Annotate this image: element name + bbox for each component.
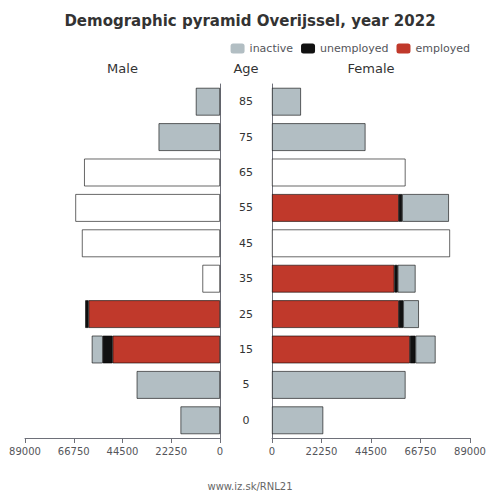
svg-text:89000: 89000 (9, 446, 41, 457)
svg-text:0: 0 (243, 414, 250, 427)
svg-text:employed: employed (415, 42, 470, 55)
svg-text:44500: 44500 (107, 446, 139, 457)
svg-text:Age: Age (233, 61, 258, 76)
svg-text:66750: 66750 (405, 446, 437, 457)
svg-text:45: 45 (239, 237, 253, 250)
svg-text:75: 75 (239, 131, 253, 144)
svg-text:Female: Female (347, 61, 394, 76)
svg-text:35: 35 (239, 272, 253, 285)
svg-text:25: 25 (239, 308, 253, 321)
svg-text:55: 55 (239, 201, 253, 214)
svg-text:Demographic pyramid Overijssel: Demographic pyramid Overijssel, year 202… (64, 12, 435, 30)
svg-text:unemployed: unemployed (320, 42, 388, 55)
svg-text:15: 15 (239, 343, 253, 356)
svg-text:0: 0 (217, 446, 223, 457)
svg-text:66750: 66750 (58, 446, 90, 457)
svg-text:www.iz.sk/RNL21: www.iz.sk/RNL21 (207, 481, 292, 492)
svg-text:89000: 89000 (454, 446, 486, 457)
svg-text:0: 0 (269, 446, 275, 457)
svg-text:44500: 44500 (355, 446, 387, 457)
svg-text:inactive: inactive (250, 42, 294, 55)
svg-text:Male: Male (107, 61, 138, 76)
svg-text:85: 85 (239, 95, 253, 108)
svg-text:22250: 22250 (155, 446, 187, 457)
svg-text:65: 65 (239, 166, 253, 179)
svg-text:22250: 22250 (306, 446, 338, 457)
svg-text:5: 5 (243, 378, 250, 391)
